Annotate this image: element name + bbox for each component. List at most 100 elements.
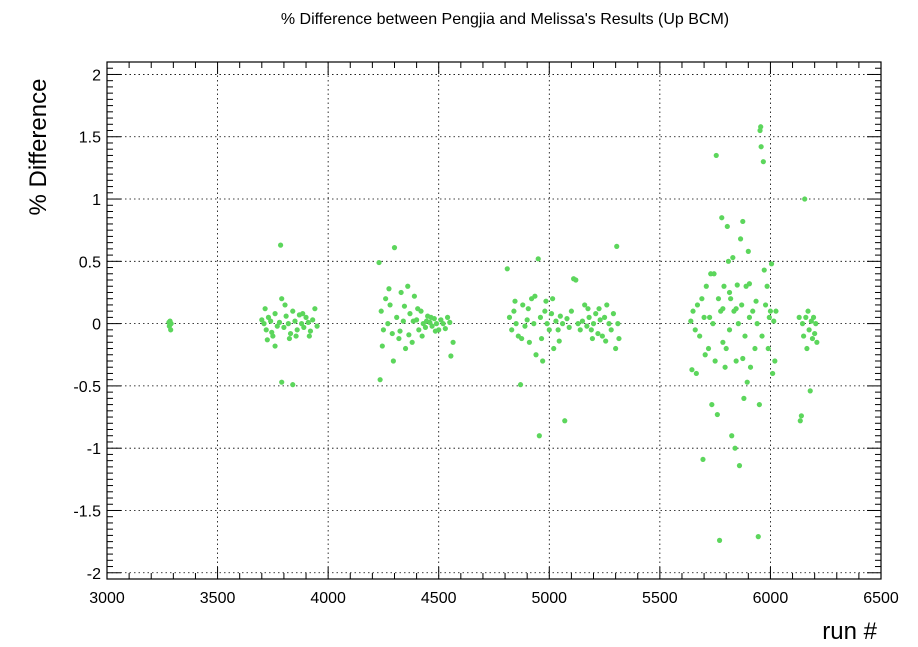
data-point bbox=[287, 330, 294, 337]
data-point bbox=[556, 338, 562, 344]
data-point bbox=[310, 317, 316, 323]
data-point bbox=[526, 339, 532, 345]
data-point bbox=[432, 328, 438, 334]
data-point bbox=[380, 327, 387, 333]
data-point bbox=[553, 318, 559, 324]
data-point bbox=[301, 324, 307, 330]
data-point bbox=[722, 364, 728, 370]
data-point bbox=[448, 353, 454, 359]
y-tick-label: -0.5 bbox=[73, 379, 101, 396]
data-point bbox=[286, 335, 293, 342]
data-point bbox=[531, 321, 537, 327]
data-point bbox=[764, 283, 770, 289]
data-point bbox=[773, 308, 779, 314]
data-point bbox=[736, 463, 743, 469]
y-tick-label: 1.5 bbox=[79, 130, 101, 147]
data-point bbox=[568, 308, 575, 314]
data-point bbox=[812, 330, 818, 337]
data-point bbox=[798, 413, 804, 419]
y-axis-label: % Difference bbox=[25, 79, 52, 216]
data-point bbox=[406, 332, 412, 338]
data-point bbox=[506, 314, 513, 320]
data-point bbox=[544, 321, 550, 327]
data-point bbox=[754, 321, 760, 327]
chart-title: % Difference between Pengjia and Melissa… bbox=[281, 11, 729, 28]
data-point bbox=[261, 321, 267, 327]
data-point bbox=[746, 314, 753, 320]
data-point bbox=[589, 335, 596, 342]
data-point bbox=[306, 333, 312, 339]
data-point bbox=[398, 289, 404, 296]
data-point bbox=[716, 537, 723, 543]
data-point bbox=[590, 321, 597, 327]
data-point bbox=[542, 308, 548, 314]
y-tick-label: 2 bbox=[92, 67, 101, 84]
data-point bbox=[712, 358, 718, 364]
data-point bbox=[709, 401, 715, 408]
data-point bbox=[726, 289, 733, 296]
data-point bbox=[596, 306, 602, 312]
data-point bbox=[700, 456, 706, 463]
data-point bbox=[806, 327, 812, 333]
data-point bbox=[537, 314, 544, 320]
data-point bbox=[726, 327, 733, 333]
data-point bbox=[697, 333, 703, 339]
data-point bbox=[577, 327, 583, 333]
x-tick-label: 4500 bbox=[421, 590, 457, 607]
data-point bbox=[410, 318, 416, 324]
data-point bbox=[711, 271, 717, 277]
data-point bbox=[387, 302, 393, 308]
data-point bbox=[688, 318, 694, 324]
data-point bbox=[263, 327, 269, 333]
data-point bbox=[379, 343, 385, 349]
data-point bbox=[407, 311, 413, 317]
data-point bbox=[520, 302, 526, 308]
data-point bbox=[732, 445, 738, 451]
plot-frame bbox=[106, 61, 882, 580]
data-point bbox=[694, 302, 701, 308]
data-point bbox=[512, 298, 518, 304]
data-point bbox=[804, 345, 810, 352]
x-tick-label: 4000 bbox=[310, 590, 346, 607]
data-point bbox=[720, 306, 726, 312]
data-point bbox=[281, 324, 287, 330]
data-point bbox=[799, 321, 806, 327]
data-point bbox=[586, 314, 592, 320]
data-point bbox=[299, 321, 305, 327]
data-point bbox=[703, 283, 709, 289]
data-point bbox=[689, 367, 695, 373]
data-point bbox=[279, 379, 285, 385]
data-point bbox=[770, 370, 776, 377]
data-point bbox=[721, 283, 727, 289]
data-point bbox=[713, 152, 719, 159]
data-point bbox=[714, 411, 720, 418]
data-point bbox=[758, 144, 764, 150]
data-point bbox=[701, 314, 707, 320]
data-point bbox=[615, 321, 621, 327]
data-point bbox=[730, 254, 736, 261]
data-point bbox=[546, 327, 552, 333]
data-point bbox=[690, 308, 696, 314]
data-point bbox=[745, 248, 751, 254]
data-point bbox=[693, 370, 699, 377]
data-point bbox=[746, 281, 753, 287]
y-tick-label: -1.5 bbox=[73, 503, 101, 520]
data-point bbox=[724, 223, 730, 230]
data-point bbox=[814, 339, 820, 345]
data-point bbox=[588, 327, 594, 333]
data-point bbox=[429, 323, 435, 329]
data-point bbox=[312, 306, 318, 312]
data-point bbox=[753, 298, 759, 304]
data-point bbox=[562, 418, 568, 424]
data-point bbox=[390, 358, 396, 364]
data-point bbox=[807, 388, 813, 394]
data-point bbox=[810, 314, 817, 320]
data-point bbox=[719, 215, 725, 221]
data-point bbox=[294, 327, 300, 333]
data-point bbox=[771, 318, 777, 324]
data-point bbox=[262, 306, 268, 312]
data-point bbox=[394, 314, 400, 320]
data-point bbox=[610, 311, 617, 317]
data-point bbox=[385, 321, 391, 327]
data-point bbox=[715, 296, 722, 302]
